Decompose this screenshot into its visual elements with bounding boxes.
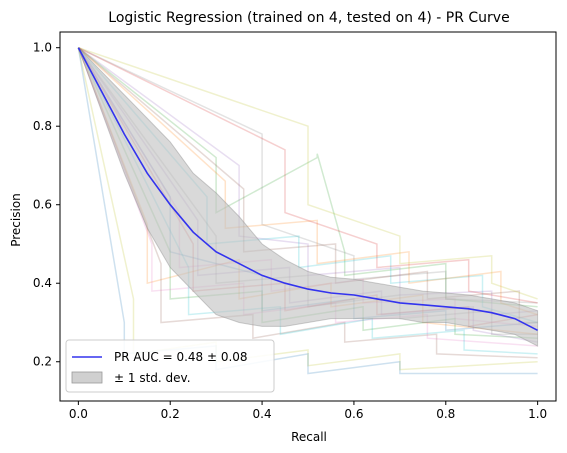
x-tick-label: 1.0 — [528, 407, 547, 421]
y-tick-label: 0.8 — [33, 119, 52, 133]
plot-area — [77, 46, 539, 375]
std-dev-band — [77, 47, 539, 347]
legend-band-swatch — [71, 371, 103, 384]
legend: PR AUC = 0.48 ± 0.08 ± 1 std. dev. — [65, 339, 275, 393]
fold-curve-19 — [78, 46, 538, 300]
x-tick-label: 0.6 — [344, 407, 363, 421]
y-tick-label: 1.0 — [33, 41, 52, 55]
legend-box — [65, 339, 275, 393]
fold-curve-6 — [77, 47, 538, 359]
legend-mean-label: PR AUC = 0.48 ± 0.08 — [114, 350, 248, 364]
x-axis-label: Recall — [291, 430, 327, 444]
x-tick-label: 0.8 — [436, 407, 455, 421]
plot-frame — [59, 31, 557, 402]
x-tick-label: 0.0 — [69, 407, 88, 421]
y-tick-label: 0.6 — [33, 198, 52, 212]
fold-curve-20 — [77, 47, 538, 355]
x-axis-ticks: 0.0 0.2 0.4 0.6 0.8 1.0 — [69, 401, 547, 421]
mean-pr-curve — [77, 47, 538, 332]
legend-band-label: ± 1 std. dev. — [114, 371, 191, 385]
x-tick-label: 0.2 — [161, 407, 180, 421]
fold-curve-3 — [77, 47, 538, 308]
x-tick-label: 0.4 — [253, 407, 272, 421]
fold-curve-14 — [78, 47, 538, 304]
y-tick-label: 0.4 — [33, 276, 52, 290]
y-axis-label: Precision — [9, 193, 23, 247]
chart-title: Logistic Regression (trained on 4, teste… — [108, 10, 509, 26]
y-axis-ticks: 0.2 0.4 0.6 0.8 1.0 — [33, 41, 60, 369]
y-tick-label: 0.2 — [33, 355, 52, 369]
